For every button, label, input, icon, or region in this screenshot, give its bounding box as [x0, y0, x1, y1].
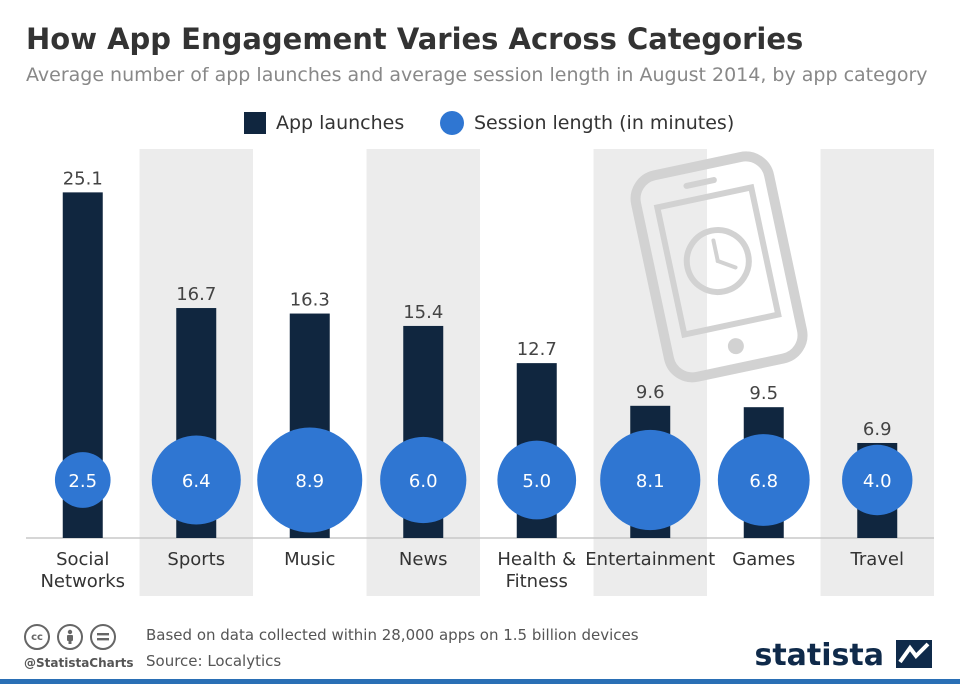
by-icon — [57, 624, 83, 650]
bubble-label-sports: 6.4 — [182, 471, 211, 492]
chart-title: How App Engagement Varies Across Categor… — [26, 22, 804, 56]
footer-source: Source: Localytics — [146, 652, 282, 670]
bubble-health-fitness — [497, 440, 577, 520]
legend-label-session-length: Session length (in minutes) — [474, 112, 735, 134]
brand-bar — [0, 679, 960, 684]
cc-icon: cc — [24, 624, 50, 650]
footer-note: Based on data collected within 28,000 ap… — [146, 626, 639, 644]
bubble-label-social-networks: 2.5 — [68, 471, 97, 492]
chart-subtitle: Average number of app launches and avera… — [26, 64, 928, 86]
nd-icon — [90, 624, 116, 650]
category-label-news: News — [399, 549, 448, 570]
bar-label-music: 16.3 — [290, 290, 330, 311]
statista-brand: statista — [754, 638, 884, 673]
bar-label-sports: 16.7 — [176, 284, 216, 305]
statista-logo-icon — [896, 640, 932, 668]
bar-label-news: 15.4 — [403, 302, 443, 323]
category-label-social-networks: Social Networks — [40, 549, 125, 592]
legend-item-app-launches: App launches — [244, 108, 404, 138]
legend-item-session-length: Session length (in minutes) — [440, 108, 734, 138]
bubble-label-music: 8.9 — [295, 471, 324, 492]
bar-label-health-fitness: 12.7 — [517, 339, 557, 360]
bubble-travel — [842, 444, 913, 516]
bubble-label-news: 6.0 — [409, 471, 438, 492]
legend-swatch-session-length — [440, 111, 464, 135]
bubble-music — [257, 427, 363, 533]
legend-swatch-app-launches — [244, 112, 266, 134]
bar-label-entertainment: 9.6 — [636, 382, 665, 403]
bubble-label-travel: 4.0 — [863, 471, 892, 492]
category-label-games: Games — [732, 549, 795, 570]
bar-label-social-networks: 25.1 — [63, 168, 103, 189]
category-label-sports: Sports — [167, 549, 225, 570]
bubble-sports — [151, 435, 241, 525]
bubble-label-entertainment: 8.1 — [636, 471, 665, 492]
category-label-entertainment: Entertainment — [585, 549, 715, 570]
bubble-entertainment — [600, 429, 701, 531]
bubble-label-games: 6.8 — [749, 471, 778, 492]
phone-clock-icon — [630, 151, 808, 383]
legend-label-app-launches: App launches — [276, 112, 405, 134]
bubble-games — [717, 434, 810, 526]
bar-label-games: 9.5 — [749, 383, 778, 404]
category-label-music: Music — [284, 549, 335, 570]
chart-area: 25.1 2.5 Social Networks 16.7 6.4 Sports 16.3 8.… — [26, 149, 934, 596]
bar-label-travel: 6.9 — [863, 419, 892, 440]
legend: App launches Session length (in minutes) — [0, 108, 960, 138]
bubble-social-networks — [54, 452, 111, 508]
category-label-travel: Travel — [849, 549, 904, 570]
footer-handle: @StatistaCharts — [24, 656, 134, 670]
category-label-health-fitness: Health & Fitness — [497, 549, 576, 592]
bubble-label-health-fitness: 5.0 — [522, 471, 551, 492]
license-icons: cc — [24, 624, 123, 650]
bubble-news — [380, 436, 467, 524]
